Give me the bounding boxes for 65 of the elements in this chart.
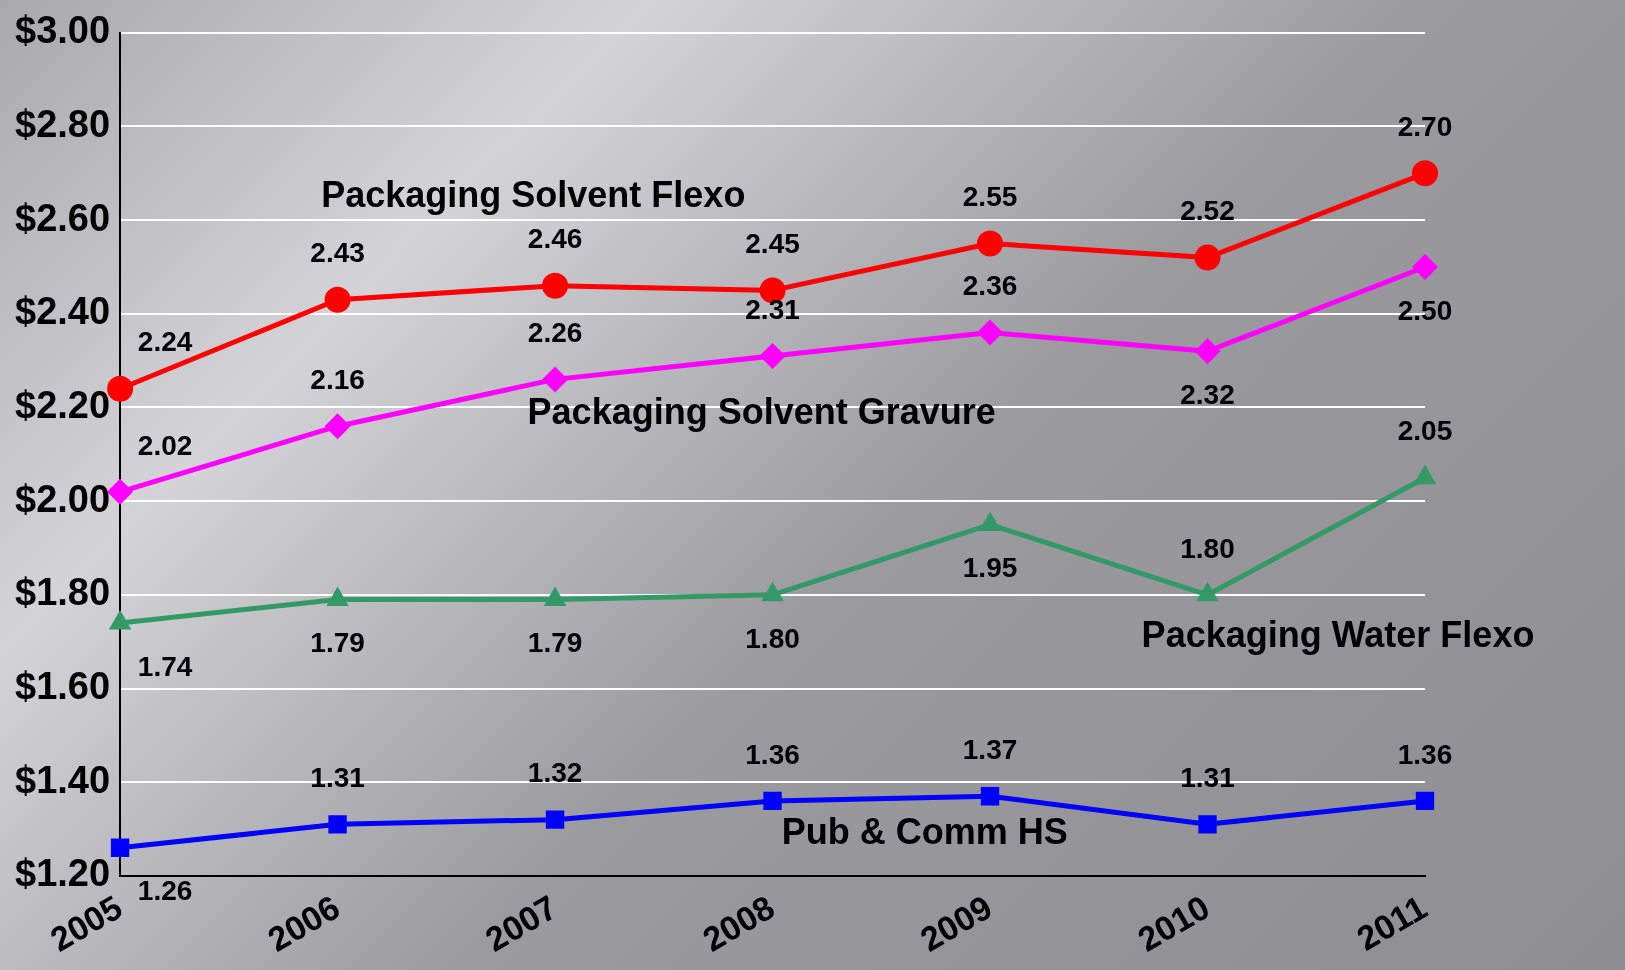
x-tick-label: 2009: [913, 887, 999, 959]
point: [107, 375, 134, 402]
point: [1194, 338, 1221, 365]
point: [1412, 160, 1438, 187]
data-label: 1.74: [137, 650, 193, 682]
data-label: 2.46: [527, 223, 583, 255]
data-label: 2.24: [137, 326, 193, 358]
data-label: 1.36: [745, 738, 800, 770]
point: [542, 366, 569, 393]
point: [324, 286, 351, 313]
data-label: 2.55: [962, 181, 1018, 213]
point: [1198, 815, 1217, 834]
point: [1194, 244, 1221, 271]
point: [107, 478, 134, 505]
y-tick-label: $1.80: [15, 571, 111, 614]
y-tick-label: $2.00: [15, 477, 111, 520]
data-label: 2.31: [745, 293, 800, 325]
data-label: 2.70: [1397, 111, 1453, 143]
point: [763, 791, 782, 811]
data-label: 2.36: [962, 270, 1018, 302]
point: [328, 815, 347, 834]
data-label: 2.50: [1397, 294, 1453, 326]
data-label: 2.05: [1397, 415, 1453, 447]
series-label: Packaging Water Flexo: [1141, 613, 1535, 655]
point: [759, 342, 786, 369]
point: [977, 230, 1004, 257]
y-tick-label: $2.40: [15, 290, 111, 333]
data-label: 1.32: [527, 757, 583, 789]
point: [542, 272, 569, 299]
data-label: 1.26: [137, 875, 193, 907]
x-tick-label: 2011: [1350, 887, 1434, 958]
y-tick-label: $2.20: [15, 383, 111, 426]
point: [1415, 791, 1435, 811]
x-tick-label: 2006: [261, 887, 346, 959]
y-tick-label: $2.80: [15, 102, 111, 145]
y-tick-label: $2.60: [15, 196, 111, 239]
point: [324, 413, 351, 440]
point: [977, 319, 1004, 346]
data-label: 1.79: [527, 627, 583, 659]
x-tick-label: 2007: [478, 887, 564, 959]
data-label: 1.36: [1397, 738, 1453, 770]
data-label: 2.26: [527, 317, 583, 349]
y-tick-label: $1.40: [15, 758, 111, 801]
y-tick-label: $3.00: [15, 9, 111, 52]
series-label: Packaging Solvent Flexo: [321, 173, 746, 215]
data-label: 1.37: [962, 733, 1018, 765]
data-label: 1.80: [745, 622, 800, 654]
data-label: 1.79: [310, 627, 365, 659]
point: [980, 787, 1000, 806]
point: [545, 810, 565, 829]
data-label: 2.45: [745, 228, 800, 260]
data-label: 2.16: [310, 363, 365, 395]
series-label: Pub & Comm HS: [781, 810, 1068, 852]
data-label: 1.80: [1180, 532, 1235, 564]
data-label: 1.31: [310, 762, 365, 794]
data-label: 2.43: [310, 237, 365, 269]
point: [1412, 253, 1438, 280]
data-label: 1.95: [962, 552, 1018, 584]
data-label: 2.52: [1180, 195, 1235, 227]
x-tick-label: 2008: [696, 887, 781, 959]
point: [110, 838, 130, 857]
data-label: 2.02: [137, 429, 193, 461]
x-tick-label: 2010: [1131, 887, 1216, 959]
y-tick-label: $1.60: [15, 664, 111, 707]
data-label: 2.32: [1180, 379, 1235, 410]
